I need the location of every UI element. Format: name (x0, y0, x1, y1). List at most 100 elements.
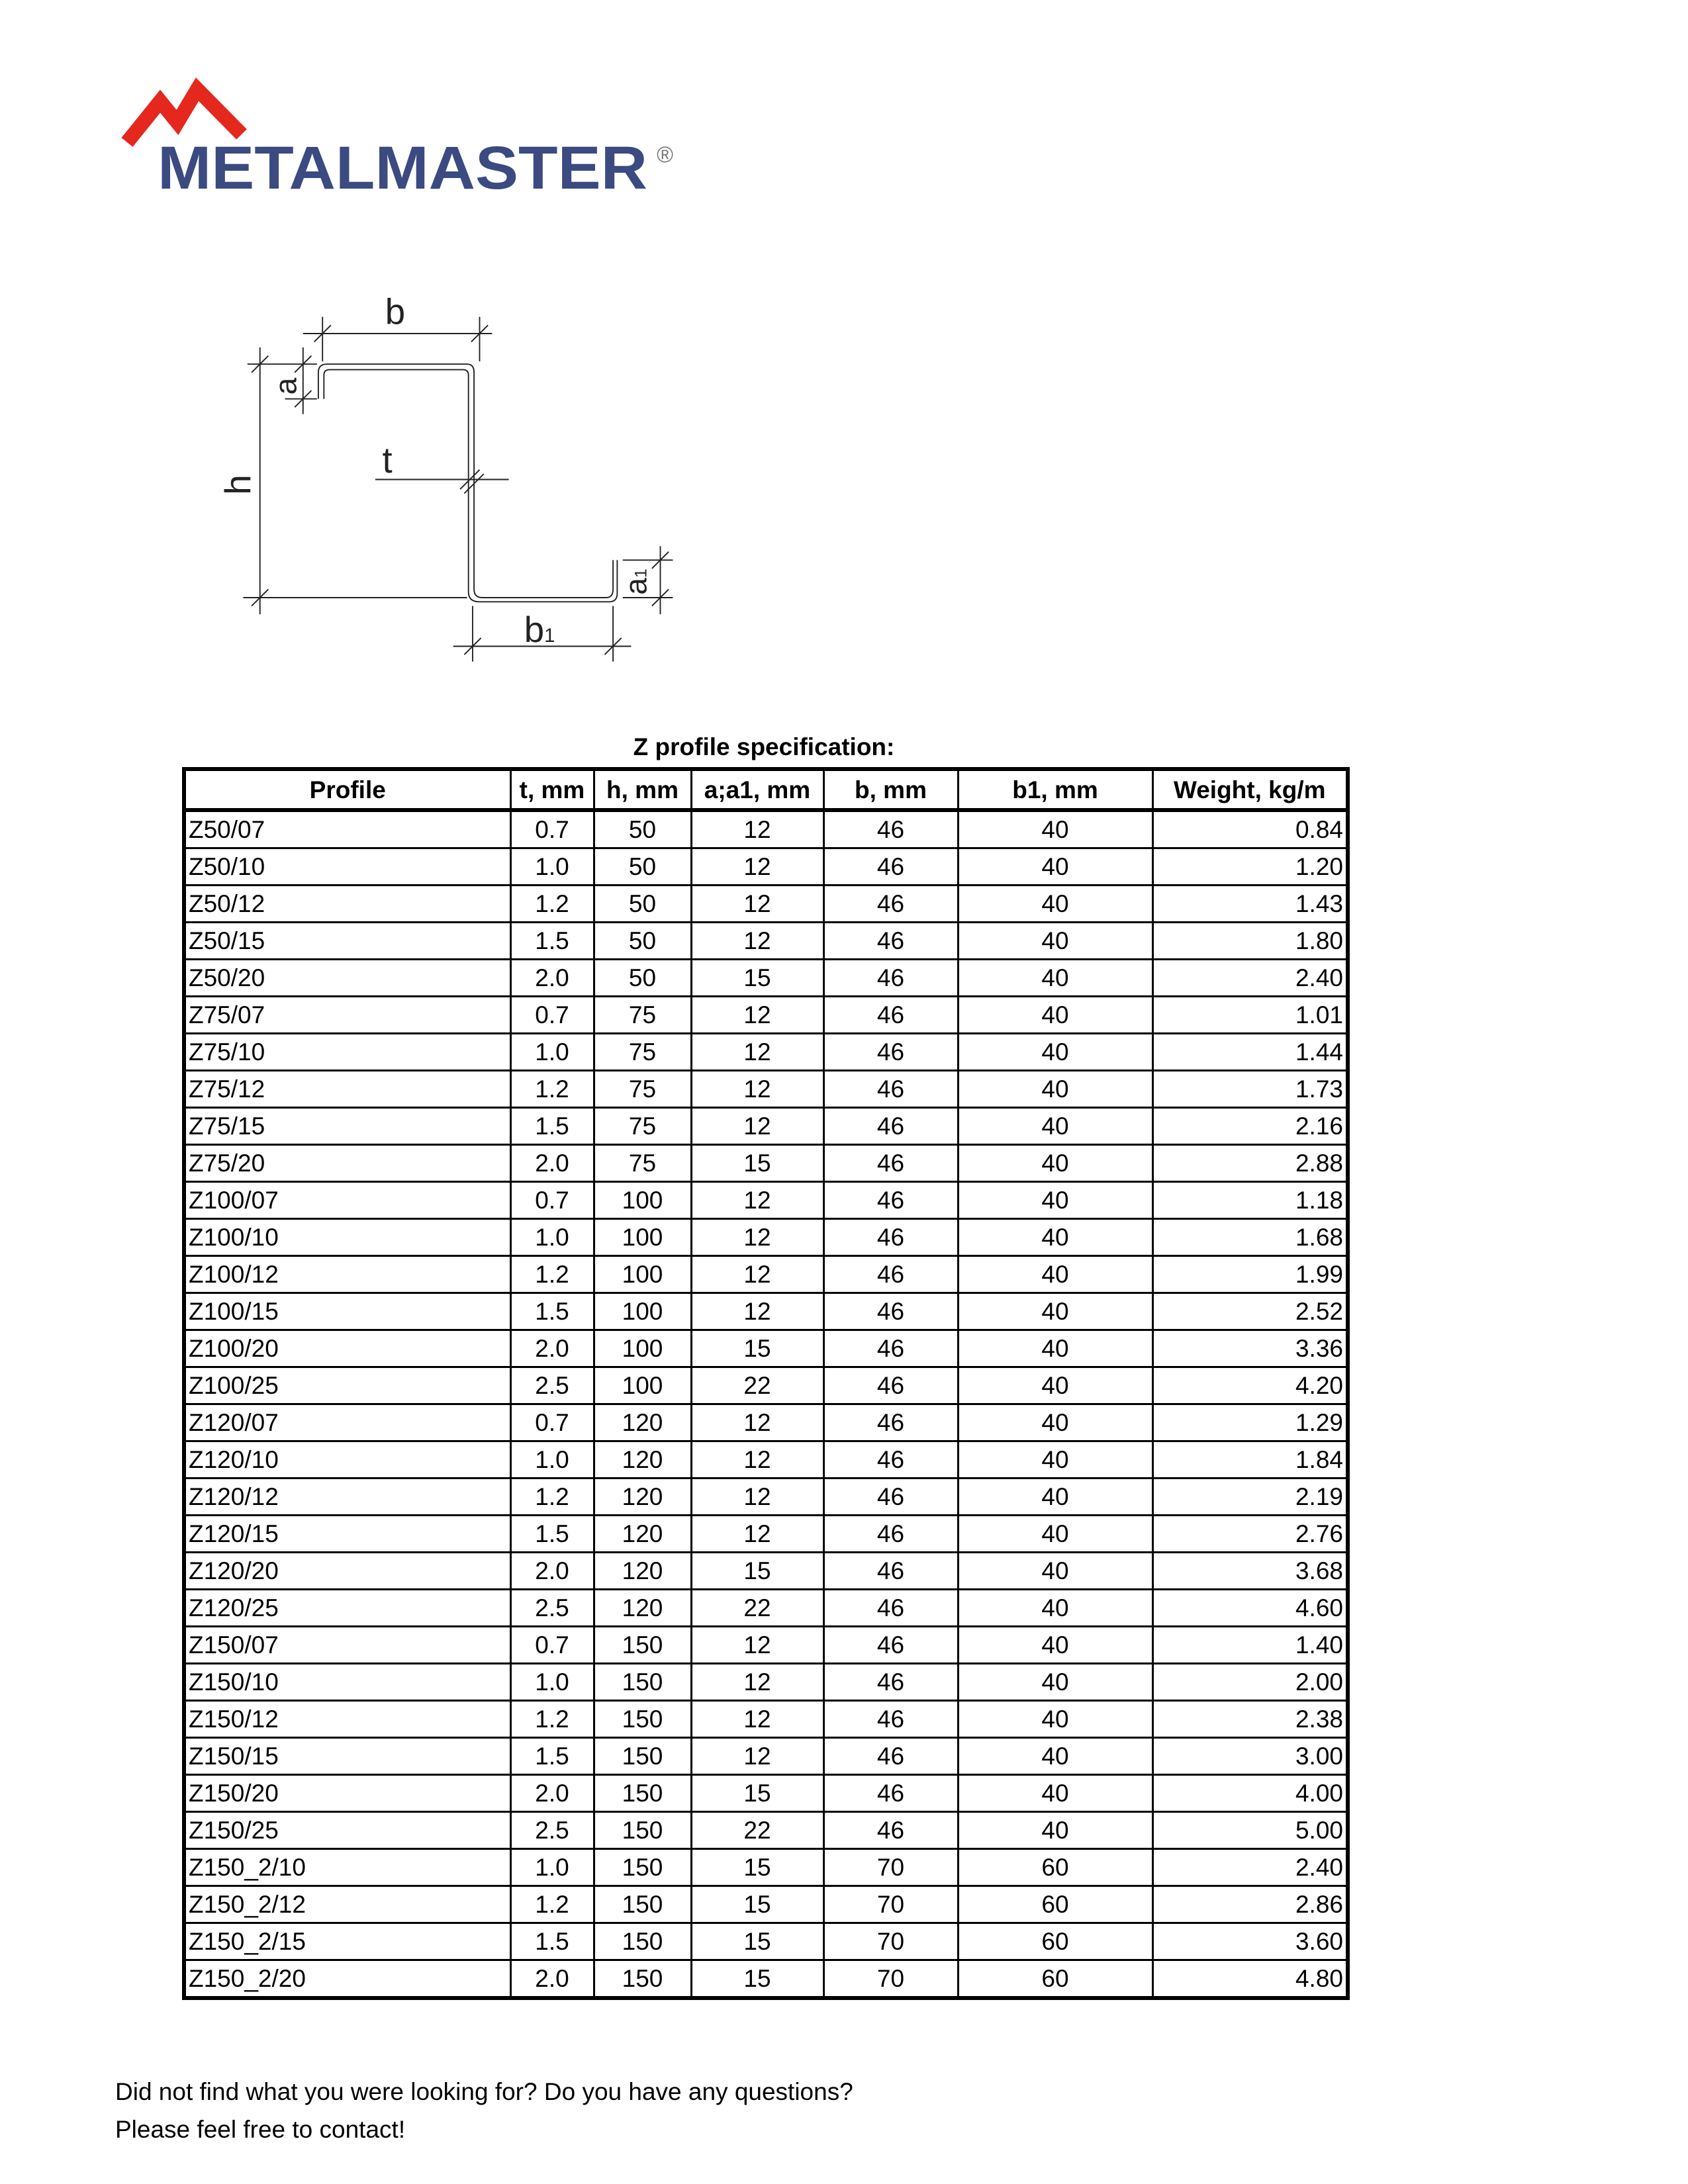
table-cell: 12 (690, 809, 825, 849)
table-cell: 120 (592, 1477, 692, 1516)
table-cell: Z50/10 (183, 847, 512, 886)
table-cell: 5.00 (1151, 1811, 1349, 1850)
table-cell: 46 (822, 1440, 959, 1479)
table-cell: Z100/12 (183, 1255, 512, 1294)
table-row: Z100/07 0.7 100 12 46 40 1.18 (183, 1181, 1349, 1220)
table-cell: 1.18 (1151, 1181, 1349, 1220)
table-cell: Z75/10 (183, 1032, 512, 1071)
table-cell: 0.7 (509, 1403, 595, 1442)
table-cell: 2.0 (509, 1144, 595, 1183)
table-cell: 15 (690, 1959, 825, 1999)
table-cell: Z120/10 (183, 1440, 512, 1479)
table-cell: 46 (822, 1292, 959, 1331)
table-cell: 1.2 (509, 1477, 595, 1516)
table-row: Z150/20 2.0 150 15 46 40 4.00 (183, 1774, 1349, 1813)
table-cell: 46 (822, 1662, 959, 1702)
table-row: Z120/15 1.5 120 12 46 40 2.76 (183, 1514, 1349, 1553)
table-cell: 15 (690, 1144, 825, 1183)
table-cell: 120 (592, 1403, 692, 1442)
table-cell: Z150/25 (183, 1811, 512, 1850)
table-row: Z100/10 1.0 100 12 46 40 1.68 (183, 1218, 1349, 1257)
table-title: Z profile specification: (633, 733, 895, 760)
table-cell: 1.2 (509, 1885, 595, 1924)
table-cell: Z100/25 (183, 1366, 512, 1405)
table-cell: 1.01 (1151, 995, 1349, 1034)
table-cell: 40 (957, 1069, 1154, 1109)
table-cell: 40 (957, 1403, 1154, 1442)
table-cell: 12 (690, 1662, 825, 1702)
table-cell: 2.88 (1151, 1144, 1349, 1183)
z-profile-spec-table: Profile t, mm h, mm a;a1, mm b, mm b1, mm Weig… (182, 767, 1350, 2000)
table-cell: 2.5 (509, 1588, 595, 1627)
footer-contact: Please feel free to contact! (115, 2116, 406, 2143)
table-cell: 40 (957, 1032, 1154, 1071)
table-cell: Z50/15 (183, 921, 512, 960)
table-cell: 40 (957, 1811, 1154, 1850)
table-cell: 75 (592, 1144, 692, 1183)
table-cell: 15 (690, 1848, 825, 1887)
table-cell: 2.38 (1151, 1700, 1349, 1739)
table-cell: 2.16 (1151, 1107, 1349, 1146)
table-cell: 1.0 (509, 847, 595, 886)
table-cell: 40 (957, 921, 1154, 960)
table-row: Z150/12 1.2 150 12 46 40 2.38 (183, 1700, 1349, 1739)
table-cell: Z50/20 (183, 958, 512, 997)
table-cell: 12 (690, 1514, 825, 1553)
table-cell: 46 (822, 1329, 959, 1368)
table-cell: Z120/07 (183, 1403, 512, 1442)
table-cell: 70 (822, 1885, 959, 1924)
table-cell: 0.7 (509, 995, 595, 1034)
table-cell: 2.76 (1151, 1514, 1349, 1553)
table-cell: Z150_2/20 (183, 1959, 512, 1999)
table-cell: 46 (822, 1218, 959, 1257)
table-cell: 2.5 (509, 1811, 595, 1850)
table-row: Z75/15 1.5 75 12 46 40 2.16 (183, 1107, 1349, 1146)
table-row: Z150/10 1.0 150 12 46 40 2.00 (183, 1662, 1349, 1702)
table-header-row: Profile t, mm h, mm a;a1, mm b, mm b1, mm Weig… (183, 768, 1349, 812)
table-cell: 1.0 (509, 1662, 595, 1702)
table-cell: 3.36 (1151, 1329, 1349, 1368)
table-cell: Z100/20 (183, 1329, 512, 1368)
table-cell: 12 (690, 1440, 825, 1479)
table-cell: 0.7 (509, 1181, 595, 1220)
column-header: a;a1, mm (690, 768, 825, 812)
table-cell: 3.60 (1151, 1922, 1349, 1961)
table-cell: 46 (822, 1737, 959, 1776)
table-cell: 1.99 (1151, 1255, 1349, 1294)
table-cell: 46 (822, 1625, 959, 1664)
table-cell: 40 (957, 1255, 1154, 1294)
table-cell: Z100/10 (183, 1218, 512, 1257)
table-cell: 1.2 (509, 1255, 595, 1294)
table-cell: 100 (592, 1329, 692, 1368)
table-cell: Z120/15 (183, 1514, 512, 1553)
column-header: b1, mm (957, 768, 1154, 812)
table-cell: Z75/07 (183, 995, 512, 1034)
table-cell: 12 (690, 1403, 825, 1442)
table-cell: 1.0 (509, 1218, 595, 1257)
table-cell: 12 (690, 1255, 825, 1294)
table-cell: 1.73 (1151, 1069, 1349, 1109)
table-cell: 12 (690, 1069, 825, 1109)
table-cell: 12 (690, 1625, 825, 1664)
table-cell: 15 (690, 1885, 825, 1924)
table-row: Z150_2/12 1.2 150 15 70 60 2.86 (183, 1885, 1349, 1924)
table-cell: 15 (690, 1329, 825, 1368)
table-cell: 46 (822, 1032, 959, 1071)
table-row: Z150_2/20 2.0 150 15 70 60 4.80 (183, 1959, 1349, 1999)
table-cell: 40 (957, 1774, 1154, 1813)
dim-label-t: t (383, 440, 393, 480)
table-cell: 70 (822, 1922, 959, 1961)
table-cell: 12 (690, 1032, 825, 1071)
table-cell: 46 (822, 1514, 959, 1553)
table-cell: 22 (690, 1811, 825, 1850)
table-cell: 2.40 (1151, 958, 1349, 997)
table-cell: 1.43 (1151, 884, 1349, 923)
table-cell: 75 (592, 1032, 692, 1071)
table-cell: 2.86 (1151, 1885, 1349, 1924)
table-cell: 2.0 (509, 1329, 595, 1368)
table-cell: 50 (592, 884, 692, 923)
column-header: h, mm (592, 768, 692, 812)
table-cell: 40 (957, 1551, 1154, 1590)
table-row: Z100/25 2.5 100 22 46 40 4.20 (183, 1366, 1349, 1405)
table-cell: Z50/12 (183, 884, 512, 923)
